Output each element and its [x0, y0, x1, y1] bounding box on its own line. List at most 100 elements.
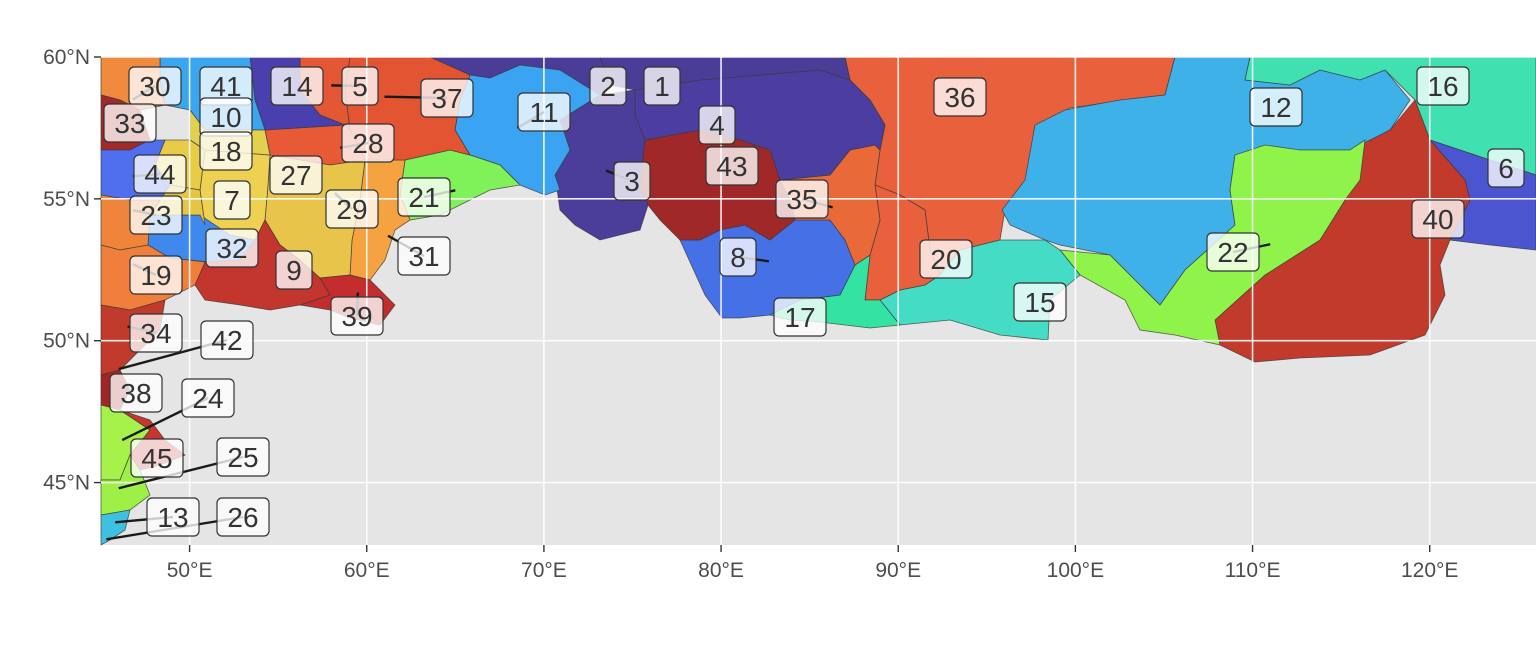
region-13: [100, 509, 131, 546]
region-label-45: 45: [130, 438, 184, 478]
region-label-41: 41: [199, 66, 253, 106]
x-tick-label: 50°E: [167, 559, 213, 582]
region-label-42: 42: [200, 320, 254, 360]
label-text-18: 18: [210, 136, 241, 167]
region-label-43: 43: [705, 146, 759, 186]
x-tick-label: 70°E: [521, 559, 567, 582]
label-text-1: 1: [654, 71, 670, 102]
label-text-5: 5: [352, 71, 368, 102]
label-box-44: [133, 154, 187, 194]
label-text-20: 20: [930, 244, 961, 275]
label-text-40: 40: [1422, 204, 1453, 235]
region-22: [1059, 139, 1366, 346]
label-text-21: 21: [408, 182, 439, 213]
label-text-30: 30: [139, 71, 170, 102]
label-text-31: 31: [408, 241, 439, 272]
label-text-7: 7: [224, 185, 240, 216]
label-box-2: [589, 66, 627, 106]
label-box-1: [643, 66, 681, 106]
label-text-3: 3: [624, 166, 640, 197]
x-axis: 50°E 60°E 70°E 80°E 90°E 100°E 110°E 120°E: [167, 545, 1458, 582]
region-label-36: 36: [933, 77, 987, 117]
region-label-4: 4: [698, 105, 736, 145]
y-axis: 60°N 55°N 50°N 45°N: [43, 46, 101, 495]
label-text-29: 29: [336, 194, 367, 225]
label-text-37: 37: [431, 83, 462, 114]
region-label-37: 37: [420, 78, 474, 118]
label-text-10: 10: [210, 102, 241, 133]
region-label-1: 1: [643, 66, 681, 106]
region-label-11: 11: [517, 92, 571, 132]
label-box-16: [1416, 66, 1470, 106]
region-label-12: 12: [1249, 87, 1303, 127]
label-box-18: [199, 131, 253, 171]
label-text-25: 25: [227, 442, 258, 473]
region-label-29: 29: [325, 189, 379, 229]
region-label-26: 26: [216, 497, 270, 537]
label-text-24: 24: [192, 383, 223, 414]
region-label-20: 20: [919, 239, 973, 279]
region-label-33: 33: [103, 103, 157, 143]
label-box-43: [705, 146, 759, 186]
label-box-19: [129, 255, 183, 295]
label-box-29: [325, 189, 379, 229]
label-box-33: [103, 103, 157, 143]
label-box-40: [1411, 199, 1465, 239]
y-tick-label: 55°N: [43, 188, 90, 211]
region-label-27: 27: [269, 155, 323, 195]
label-box-39: [330, 296, 384, 336]
region-label-28: 28: [341, 123, 395, 163]
label-text-44: 44: [144, 159, 175, 190]
label-text-26: 26: [227, 502, 258, 533]
x-tick-label: 110°E: [1225, 559, 1281, 582]
label-box-12: [1249, 87, 1303, 127]
region-label-7: 7: [213, 180, 251, 220]
label-text-12: 12: [1260, 92, 1291, 123]
y-tick-label: 50°N: [43, 330, 90, 353]
label-text-41: 41: [210, 71, 241, 102]
region-label-34: 34: [129, 313, 183, 353]
region-label-19: 19: [129, 255, 183, 295]
label-text-45: 45: [141, 443, 172, 474]
label-text-42: 42: [211, 325, 242, 356]
region-label-17: 17: [773, 297, 827, 337]
region-label-25: 25: [216, 437, 270, 477]
label-box-36: [933, 77, 987, 117]
label-box-3: [613, 161, 651, 201]
label-box-45: [130, 438, 184, 478]
x-tick-label: 120°E: [1401, 559, 1458, 582]
region-label-32: 32: [205, 228, 259, 268]
label-box-4: [698, 105, 736, 145]
label-box-8: [719, 237, 757, 277]
label-box-31: [397, 236, 451, 276]
label-text-23: 23: [140, 200, 171, 231]
label-text-11: 11: [529, 97, 558, 128]
label-box-24: [181, 378, 235, 418]
region-labels: 36 12166402215201783543431211213137285142…: [103, 66, 1525, 537]
label-text-36: 36: [944, 82, 975, 113]
label-text-13: 13: [157, 502, 188, 533]
label-text-38: 38: [120, 378, 151, 409]
label-text-17: 17: [784, 302, 815, 333]
label-box-28: [341, 123, 395, 163]
region-label-13: 13: [146, 497, 200, 537]
region-label-31: 31: [397, 236, 451, 276]
label-box-9: [275, 250, 313, 290]
label-text-33: 33: [114, 108, 145, 139]
region-label-8: 8: [719, 237, 757, 277]
x-tick-label: 60°E: [344, 559, 390, 582]
label-text-32: 32: [216, 233, 247, 264]
x-tick-label: 80°E: [698, 559, 744, 582]
label-box-15: [1013, 282, 1067, 322]
label-box-34: [129, 313, 183, 353]
region-label-38: 38: [109, 373, 163, 413]
region-label-3: 3: [613, 161, 651, 201]
label-box-7: [213, 180, 251, 220]
label-text-8: 8: [730, 242, 746, 273]
label-text-43: 43: [716, 151, 747, 182]
label-text-27: 27: [280, 160, 311, 191]
region-label-39: 39: [330, 296, 384, 336]
label-text-4: 4: [709, 110, 725, 141]
y-tick-label: 60°N: [43, 46, 90, 69]
